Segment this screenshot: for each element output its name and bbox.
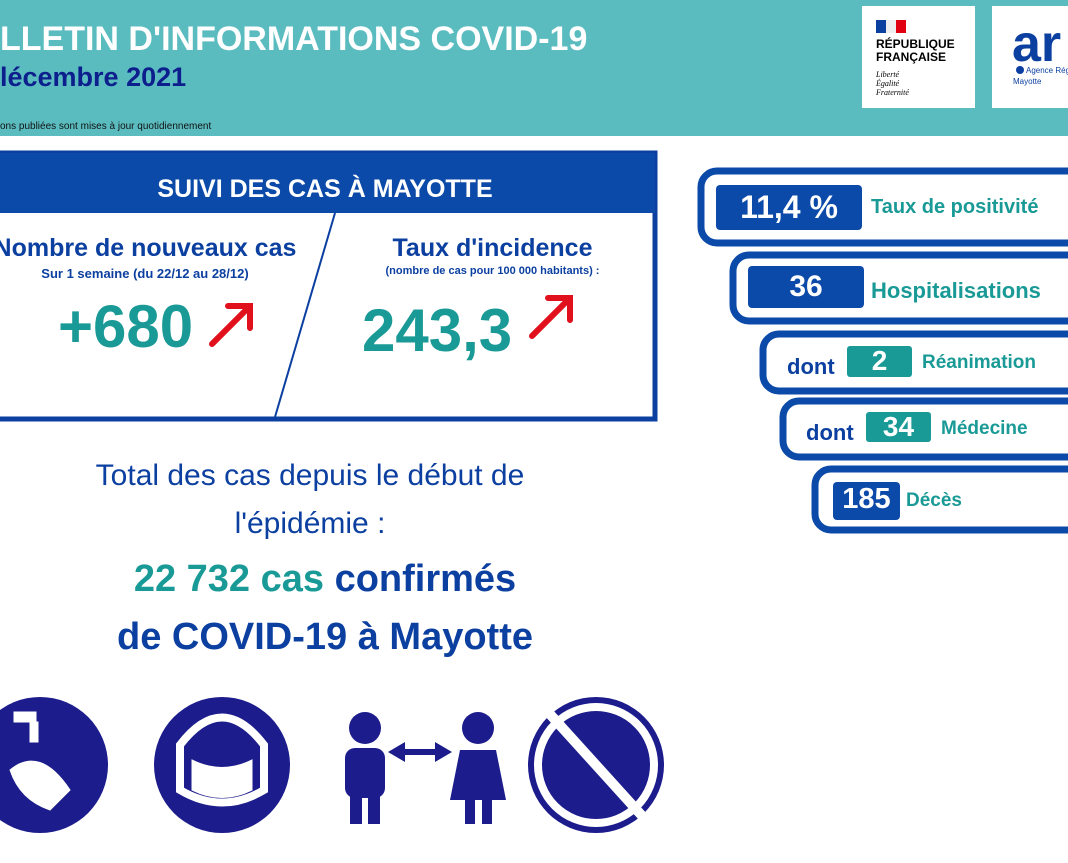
indicator-label: Hospitalisations <box>871 278 1041 303</box>
note: ons publiées sont mises à jour quotidien… <box>0 121 212 132</box>
suivi-title: SUIVI DES CAS À MAYOTTE <box>157 175 493 203</box>
unit: (nombre de cas pour 100 000 habitants) : <box>385 265 600 277</box>
logo-region: Mayotte <box>1013 77 1042 86</box>
logo-text: RÉPUBLIQUE FRANÇAISE <box>876 37 955 64</box>
label: Nombre de nouveaux cas <box>0 234 297 262</box>
logo-box <box>992 6 1068 108</box>
title: LLETIN D'INFORMATIONS COVID-19 <box>0 20 588 58</box>
date: lécembre 2021 <box>0 62 187 92</box>
logo-motto: Liberté Égalité Fraternité <box>876 70 909 97</box>
logo-agency: Agence Régiona <box>1026 66 1068 75</box>
confirmed: confirmés <box>334 558 517 600</box>
total-intro: Total des cas depuis le début de l'épidé… <box>95 459 525 540</box>
value: 243,3 <box>362 297 513 364</box>
total: 22 732 cas confirmés de COVID-19 à Mayott… <box>0 550 650 666</box>
count: 22 732 cas <box>133 558 324 600</box>
suivi-header <box>0 153 655 213</box>
period: Sur 1 semaine (du 22/12 au 28/12) <box>41 266 249 281</box>
divider <box>274 212 336 418</box>
indicator-value: 11,4 % <box>740 189 838 225</box>
indicator-prefix: dont <box>787 354 835 379</box>
indicator-label: Décès <box>906 490 962 511</box>
indicator-value: 36 <box>789 270 823 303</box>
indicator-value: 185 <box>842 483 891 515</box>
logo-ars: ar <box>1012 15 1062 73</box>
indicator-label: Médecine <box>941 418 1028 439</box>
value: +680 <box>58 293 194 360</box>
label: Taux d'incidence <box>392 234 593 262</box>
indicator-value: 2 <box>871 345 888 376</box>
indicator-prefix: dont <box>806 420 854 445</box>
indicator-label: Réanimation <box>922 352 1037 373</box>
place: de COVID-19 à Mayotte <box>117 616 533 658</box>
indicator-value: 34 <box>882 411 915 442</box>
indicator-label: Taux de positivité <box>871 196 1039 218</box>
